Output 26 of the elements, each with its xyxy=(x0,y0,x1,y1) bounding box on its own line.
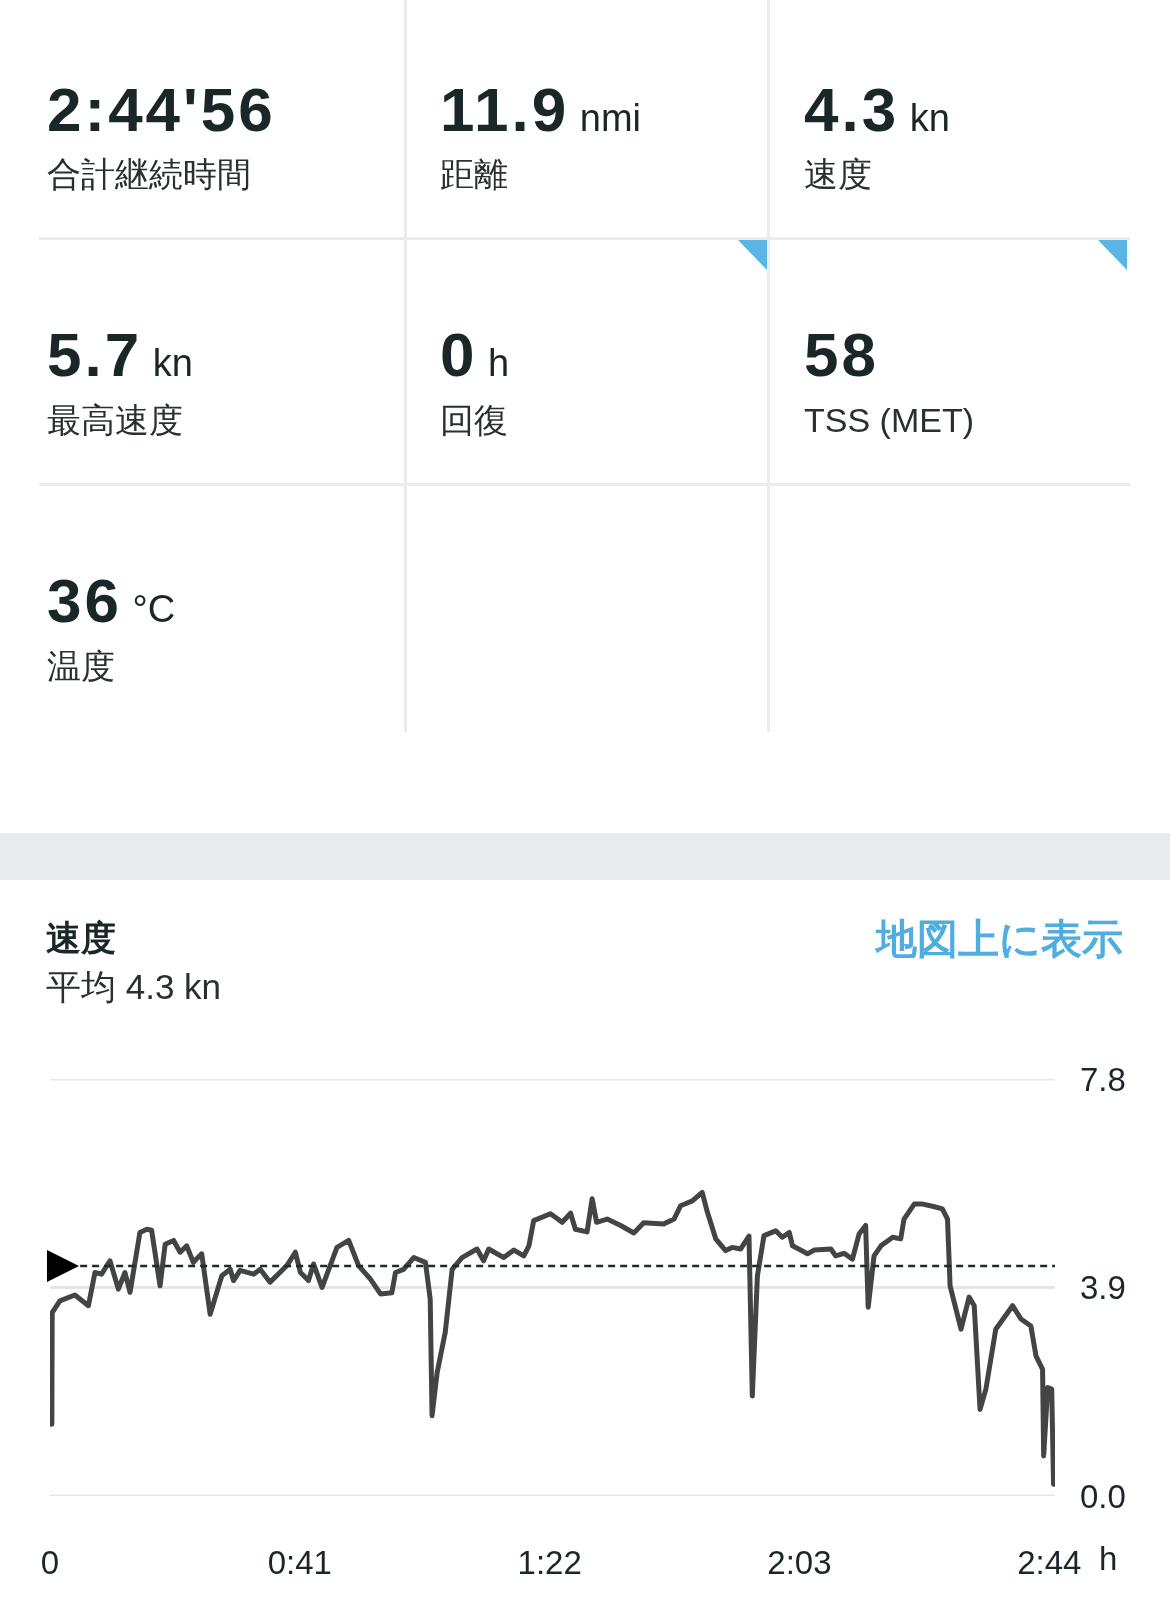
chart-title: 速度 xyxy=(46,917,116,959)
x-tick-label: 0 xyxy=(40,1544,60,1581)
text: 合計継続時間 xyxy=(47,154,251,194)
text: 58 xyxy=(804,320,879,390)
text: 最高速度 xyxy=(47,400,183,440)
x-tick-label: 1:22 xyxy=(517,1544,582,1581)
chart-subtitle: 平均 4.3 kn xyxy=(46,966,222,1008)
y-tick-label: 0.0 xyxy=(1080,1477,1126,1515)
text: 2:44'56 xyxy=(47,75,276,145)
x-tick-label: 2:44 xyxy=(1017,1544,1082,1581)
text: 速度 xyxy=(804,154,872,194)
text: 4.3 kn xyxy=(804,75,950,145)
x-axis-title: h xyxy=(1099,1540,1118,1577)
text: 距離 xyxy=(440,154,508,194)
text: 温度 xyxy=(47,646,115,686)
text: 地図上に表示 xyxy=(876,916,1123,962)
text: 36 °C xyxy=(47,566,176,636)
y-tick-label: 3.9 xyxy=(1080,1269,1126,1307)
text: 回復 xyxy=(440,400,508,440)
y-tick-label: 7.8 xyxy=(1080,1060,1126,1098)
text: 0 h xyxy=(440,320,510,390)
x-tick-label: 0:41 xyxy=(267,1544,332,1581)
text: 5.7 kn xyxy=(47,320,193,390)
text: 11.9 nmi xyxy=(440,75,642,145)
text: TSS (MET) xyxy=(804,400,974,440)
x-tick-label: 2:03 xyxy=(767,1544,832,1581)
